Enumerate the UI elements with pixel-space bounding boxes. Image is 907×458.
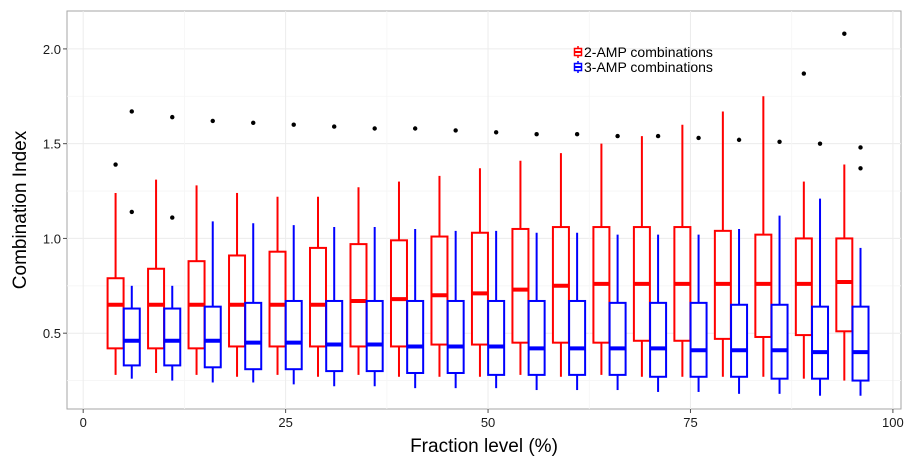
outlier-point xyxy=(574,131,580,137)
box-3-amp xyxy=(163,307,182,367)
outlier-point xyxy=(291,122,296,127)
y-tick-label: 0.5 xyxy=(43,326,61,341)
outlier-point xyxy=(453,128,458,133)
outlier-point xyxy=(493,130,499,135)
box-3-amp xyxy=(649,301,668,378)
x-tick-label: 75 xyxy=(683,415,697,430)
legend-label-2-amp: 2-AMP combinations xyxy=(584,44,713,60)
outlier-point xyxy=(655,133,661,139)
x-axis-title: Fraction level (%) xyxy=(410,436,558,457)
outlier-point xyxy=(210,118,215,124)
box-3-amp xyxy=(527,299,546,376)
y-axis-title: Combination Index xyxy=(10,130,31,289)
outlier-point xyxy=(736,137,742,143)
box-layer xyxy=(106,96,870,396)
box-2-amp xyxy=(106,277,125,350)
box-3-amp xyxy=(487,299,506,376)
outlier-point xyxy=(251,120,256,126)
box-3-amp xyxy=(365,299,384,373)
box-3-amp xyxy=(406,299,425,374)
outlier-point xyxy=(777,139,782,144)
box-3-amp xyxy=(203,305,222,369)
outlier-point xyxy=(534,131,539,137)
outlier-point xyxy=(372,126,377,131)
box-3-amp xyxy=(851,305,870,382)
y-tick-label: 2.0 xyxy=(43,42,61,57)
y-tick-label: 1.5 xyxy=(43,137,61,152)
box-3-amp xyxy=(811,305,830,380)
box-2-amp xyxy=(268,250,287,348)
box-2-amp xyxy=(430,235,449,346)
outlier-point xyxy=(332,124,337,129)
outlier-point xyxy=(696,135,701,141)
box-3-amp xyxy=(770,303,789,380)
box-3-amp xyxy=(446,299,465,374)
y-tick-label: 1.0 xyxy=(43,231,61,246)
legend-item-3-amp: 3-AMP combinations xyxy=(573,59,713,75)
outlier-point xyxy=(817,141,823,146)
box-2-amp xyxy=(349,243,368,348)
x-axis-ticks: 0 25 50 75 100 xyxy=(80,409,904,430)
x-tick-label: 100 xyxy=(882,415,904,430)
x-tick-label: 0 xyxy=(80,415,87,430)
box-2-amp xyxy=(389,239,408,348)
box-3-amp xyxy=(284,299,303,371)
box-3-amp xyxy=(122,307,141,367)
legend-item-2-amp: 2-AMP combinations xyxy=(573,44,713,60)
box-3-amp xyxy=(568,299,587,376)
outlier-point xyxy=(842,31,847,36)
box-2-amp xyxy=(309,246,328,348)
box-2-amp xyxy=(835,237,854,333)
outlier-point xyxy=(129,109,134,114)
outlier-point xyxy=(113,162,118,167)
outlier-point xyxy=(801,71,807,76)
box-3-amp xyxy=(608,301,627,376)
box-2-amp xyxy=(794,237,813,337)
outlier-point xyxy=(858,145,863,150)
legend: 2-AMP combinations 3-AMP combinations xyxy=(573,44,713,75)
legend-label-3-amp: 3-AMP combinations xyxy=(584,59,713,75)
box-3-amp xyxy=(730,303,749,378)
outlier-point xyxy=(170,215,175,220)
box-3-amp xyxy=(689,301,708,378)
box-3-amp xyxy=(244,301,263,371)
box-3-amp xyxy=(325,299,344,373)
box-2-amp xyxy=(470,231,489,346)
outlier-point xyxy=(129,209,134,215)
box-2-amp xyxy=(147,267,166,350)
x-tick-label: 50 xyxy=(481,415,495,430)
outlier-point xyxy=(615,133,620,139)
y-axis-ticks: 0.5 1.0 1.5 2.0 xyxy=(43,42,67,341)
outlier-point xyxy=(858,166,863,171)
outlier-point xyxy=(170,114,175,120)
outlier-point xyxy=(412,126,418,131)
box-2-amp xyxy=(511,227,530,344)
outlier-layer xyxy=(113,31,863,220)
legend-key-3-amp xyxy=(573,61,583,73)
box-2-amp xyxy=(228,254,247,348)
x-tick-label: 25 xyxy=(278,415,292,430)
legend-key-2-amp xyxy=(573,46,583,58)
